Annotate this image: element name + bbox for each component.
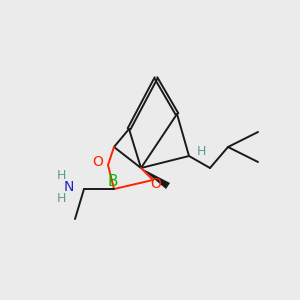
Text: O: O (93, 155, 104, 169)
Text: B: B (107, 174, 118, 189)
Text: H: H (57, 191, 67, 205)
Text: H: H (57, 169, 67, 182)
Text: H: H (196, 145, 206, 158)
Polygon shape (141, 168, 170, 189)
Text: O: O (151, 178, 161, 191)
Text: N: N (63, 180, 74, 194)
